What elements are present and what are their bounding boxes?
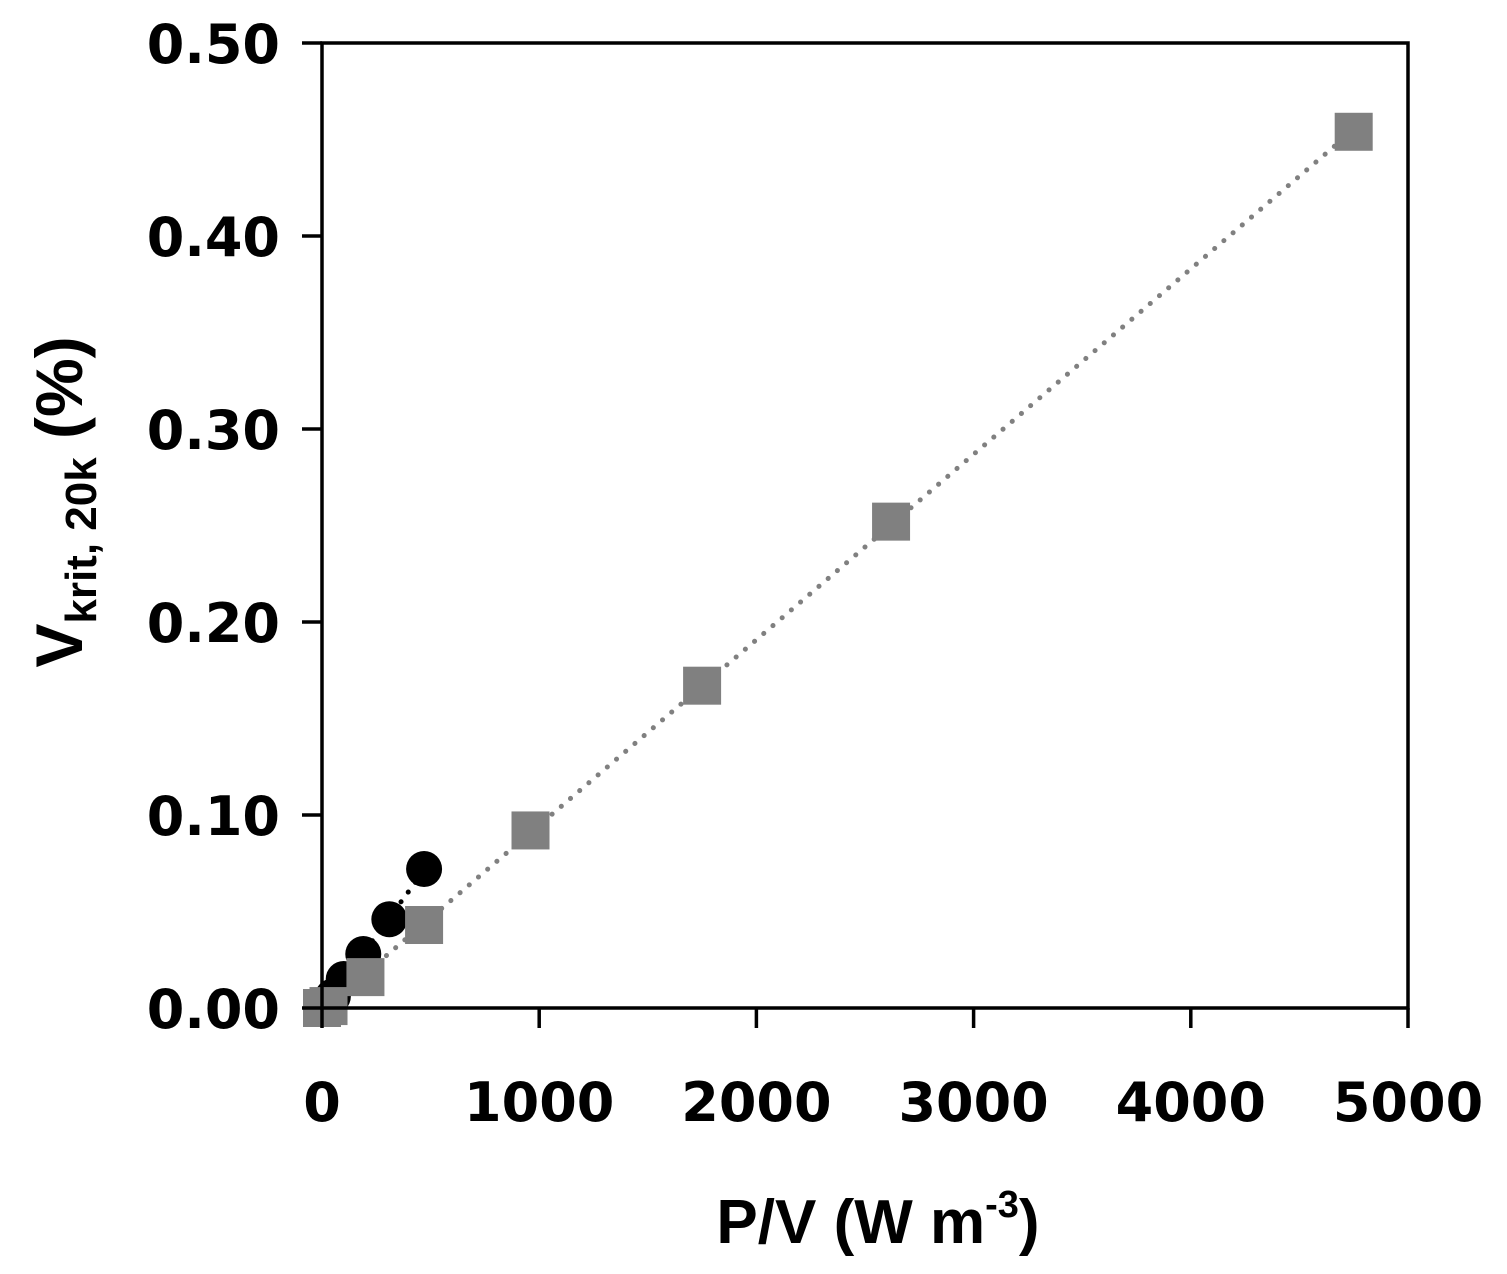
data-point-squares bbox=[511, 811, 550, 850]
y-axis-title: Vkrit, 20k (%) bbox=[22, 336, 106, 667]
y-axis-title-subscript: krit, 20k bbox=[57, 457, 106, 624]
x-tick-label: 0 bbox=[303, 1071, 341, 1134]
x-tick-label: 3000 bbox=[898, 1071, 1048, 1134]
y-tick-label: 0.50 bbox=[147, 13, 280, 76]
x-axis-title-main: P/V (W m bbox=[716, 1188, 985, 1257]
y-tick-label: 0.20 bbox=[147, 592, 280, 655]
data-point-squares bbox=[683, 666, 722, 705]
data-point-circles bbox=[371, 901, 408, 938]
x-tick-label: 4000 bbox=[1116, 1071, 1266, 1134]
data-point-squares bbox=[405, 906, 444, 945]
y-axis-ticks: 0.00 0.10 0.20 0.30 0.40 0.50 bbox=[147, 13, 322, 1041]
x-tick-label: 1000 bbox=[464, 1071, 614, 1134]
x-axis-title-superscript: -3 bbox=[985, 1184, 1019, 1226]
data-point-squares bbox=[1334, 112, 1373, 151]
y-axis-title-tail: (%) bbox=[22, 336, 96, 457]
y-tick-label: 0.00 bbox=[147, 978, 280, 1041]
x-axis-title-tail: ) bbox=[1019, 1188, 1040, 1257]
y-tick-label: 0.10 bbox=[147, 785, 280, 848]
data-point-squares bbox=[309, 987, 348, 1026]
trendlines bbox=[319, 127, 1357, 1014]
x-tick-label: 2000 bbox=[681, 1071, 831, 1134]
x-axis-ticks: 0 1000 2000 3000 4000 5000 bbox=[303, 1008, 1483, 1134]
x-axis-title: P/V (W m-3) bbox=[716, 1184, 1039, 1257]
data-point-squares bbox=[346, 958, 385, 997]
data-point-squares bbox=[872, 502, 911, 541]
data-point-circles bbox=[406, 851, 443, 888]
trendline-squares bbox=[319, 127, 1357, 1014]
y-tick-label: 0.30 bbox=[147, 399, 280, 462]
y-tick-label: 0.40 bbox=[147, 206, 280, 269]
plot-area-frame bbox=[320, 41, 1410, 1010]
x-tick-label: 5000 bbox=[1333, 1071, 1483, 1134]
y-axis-title-main: V bbox=[22, 624, 96, 668]
